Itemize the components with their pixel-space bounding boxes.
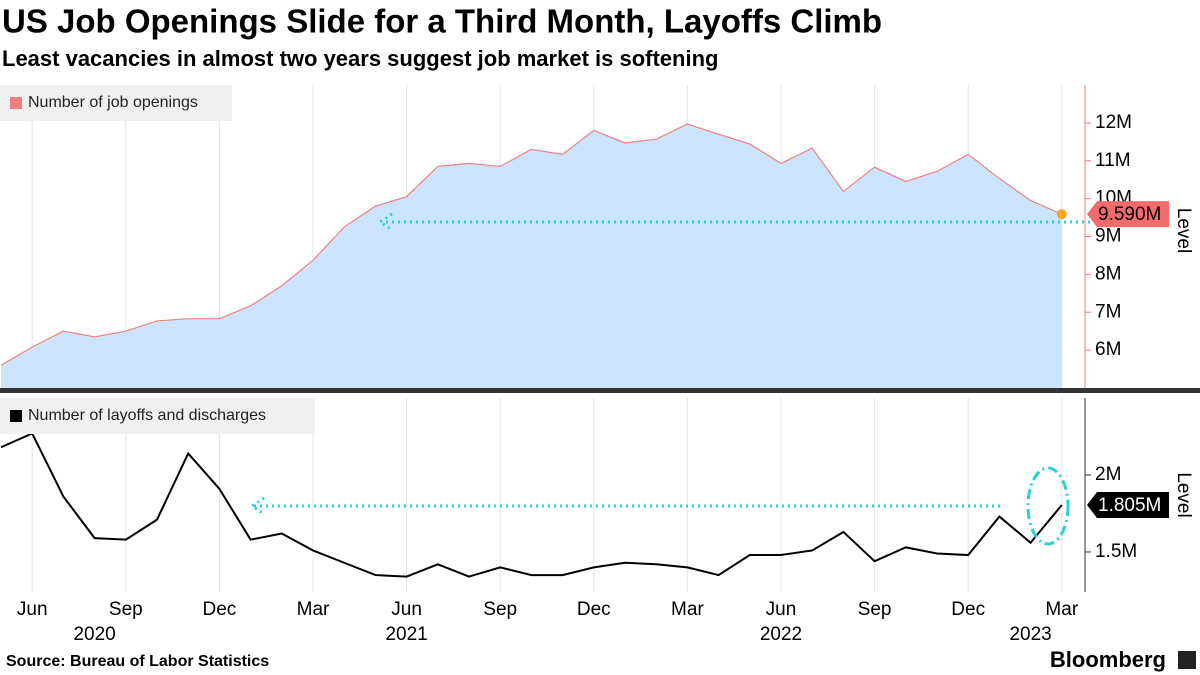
chart-subtitle: Least vacancies in almost two years sugg… (2, 46, 718, 71)
legend-swatch (10, 410, 22, 422)
last-point (1056, 209, 1067, 220)
brand: Bloomberg (1050, 647, 1166, 672)
brand-icon (1178, 651, 1196, 669)
x-tick-label: Jun (766, 599, 797, 620)
x-tick-label: Sep (483, 599, 517, 620)
plot-area (0, 123, 1067, 578)
y-tick-label: 9M (1095, 226, 1121, 247)
annotation-circle (1026, 466, 1070, 546)
value-label: 9.590M (1098, 204, 1161, 225)
y-tick-label: 6M (1095, 339, 1121, 360)
value-tag (1087, 201, 1169, 228)
x-tick-label: Jun (17, 599, 48, 620)
legend-box (0, 85, 232, 121)
x-year-label: 2022 (760, 624, 802, 645)
x-tick-label: Dec (203, 599, 237, 620)
x-tick-label: Mar (1045, 599, 1078, 620)
x-tick-label: Sep (858, 599, 892, 620)
y-tick-label: 1.5M (1095, 541, 1137, 562)
x-tick-label: Sep (109, 599, 143, 620)
x-year-label: 2023 (1009, 624, 1051, 645)
x-tick-label: Mar (671, 599, 704, 620)
chart-title: US Job Openings Slide for a Third Month,… (2, 3, 882, 40)
y-tick-label: 2M (1095, 464, 1121, 485)
annotation-arrow (377, 212, 1090, 232)
x-tick-label: Dec (951, 599, 985, 620)
x-year-label: 2020 (73, 624, 115, 645)
legend-label: Number of job openings (28, 94, 198, 111)
area (1, 124, 1062, 388)
x-tick-label: Dec (577, 599, 611, 620)
legend-label: Number of layoffs and discharges (28, 407, 266, 424)
y-tick-label: 7M (1095, 301, 1121, 322)
axis-label: Level (1173, 472, 1194, 517)
x-year-label: 2021 (385, 624, 427, 645)
x-tick-label: Mar (297, 599, 330, 620)
value-tag (1087, 492, 1169, 519)
source: Source: Bureau of Labor Statistics (6, 653, 269, 670)
panel-divider (0, 388, 1200, 393)
y-tick-label: 8M (1095, 263, 1121, 284)
annotation-arrow (249, 496, 1000, 516)
line (0, 432, 1063, 578)
y-tick-label: 12M (1095, 112, 1132, 133)
legend-swatch (10, 97, 22, 109)
axis-label: Level (1173, 208, 1194, 253)
line (0, 123, 1063, 366)
x-tick-label: Jun (391, 599, 422, 620)
value-label: 1.805M (1098, 495, 1161, 516)
y-tick-label: 11M (1095, 150, 1131, 171)
legend-box (0, 398, 315, 434)
